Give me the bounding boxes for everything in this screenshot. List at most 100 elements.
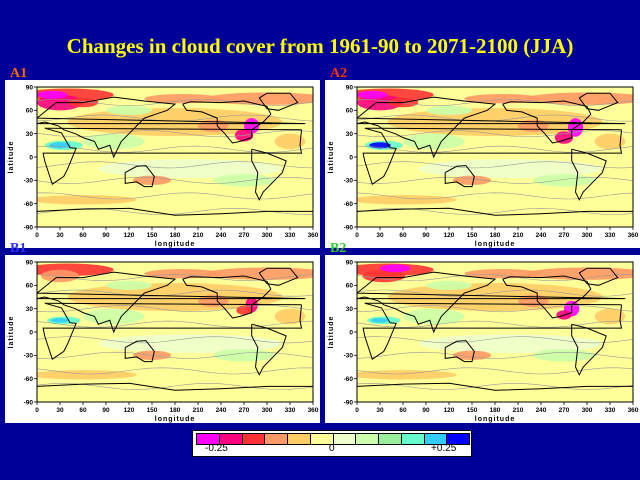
y-tick-label: 60: [26, 108, 34, 115]
cloud-cover-map-b1: 0 30 60 90 120 150 180 210 240 270 300 330 360906030…: [8, 259, 319, 423]
y-tick-label: -60: [344, 201, 354, 208]
x-tick-label: 330: [605, 232, 616, 239]
x-tick-label: 0: [35, 407, 39, 414]
y-axis-label: latitude: [8, 316, 15, 349]
x-tick-label: 180: [490, 407, 501, 414]
x-tick-label: 270: [239, 232, 250, 239]
map-panel-a1: A1 0 30 60 90 120 150 180 210 240 270 300 330 360 90 6…: [5, 66, 320, 248]
x-tick-label: 90: [422, 232, 430, 239]
legend-swatch: [265, 434, 288, 444]
legend-swatch: [356, 434, 379, 444]
x-tick-label: 60: [399, 232, 407, 239]
x-tick-label: 30: [376, 407, 384, 414]
y-tick-label: 60: [346, 108, 354, 115]
y-tick-label: 30: [26, 131, 34, 138]
map-panel-a2: A2 0 30 60 90 120 150 180 210 240 270 300 330 360 90 6…: [325, 66, 640, 248]
page-title: Changes in cloud cover from 1961-90 to 2…: [66, 34, 574, 58]
x-tick-label: 150: [147, 232, 158, 239]
x-tick-label: 270: [559, 407, 570, 414]
x-tick-label: 300: [582, 232, 593, 239]
x-tick-label: 210: [193, 232, 204, 239]
x-tick-label: 360: [308, 232, 319, 239]
x-tick-label: 90: [422, 407, 430, 414]
panel-label-a1: A1: [10, 66, 28, 81]
x-tick-label: 210: [513, 407, 524, 414]
x-tick-label: 90: [102, 407, 110, 414]
x-axis-label: longitude: [155, 416, 196, 423]
legend-color-bar: [196, 433, 470, 445]
x-tick-label: 240: [216, 232, 227, 239]
y-tick-label: 90: [26, 259, 34, 266]
panel-label-b1: B1: [10, 241, 27, 256]
y-tick-label: 30: [346, 306, 354, 313]
y-tick-label: -90: [344, 224, 354, 231]
x-tick-label: 300: [582, 407, 593, 414]
x-tick-label: 150: [147, 407, 158, 414]
x-tick-label: 60: [79, 407, 87, 414]
x-tick-label: 0: [355, 407, 359, 414]
x-tick-label: 180: [490, 232, 501, 239]
x-tick-label: 300: [262, 232, 273, 239]
y-tick-label: 0: [29, 154, 33, 161]
x-axis-label: longitude: [475, 241, 516, 248]
x-tick-label: 360: [628, 232, 639, 239]
x-tick-label: 270: [239, 407, 250, 414]
legend-min-label: -0.25: [205, 443, 228, 454]
x-tick-label: 360: [308, 407, 319, 414]
y-tick-label: -30: [344, 178, 354, 185]
y-tick-label: 90: [346, 259, 354, 266]
legend-swatch: [242, 434, 266, 444]
y-tick-label: 0: [349, 329, 353, 336]
legend-max-label: +0.25: [431, 443, 457, 454]
legend-swatch: [310, 434, 334, 444]
legend-swatch: [197, 434, 220, 444]
x-tick-label: 30: [376, 232, 384, 239]
x-tick-label: 330: [285, 407, 296, 414]
x-tick-label: 0: [35, 232, 39, 239]
y-tick-label: 30: [26, 306, 34, 313]
y-axis-label: latitude: [328, 141, 335, 174]
x-tick-label: 330: [285, 232, 296, 239]
y-tick-label: 0: [349, 154, 353, 161]
y-tick-label: -90: [344, 399, 354, 406]
y-tick-label: -60: [24, 376, 34, 383]
x-tick-label: 120: [444, 232, 455, 239]
y-tick-label: 60: [346, 283, 354, 290]
x-tick-label: 180: [170, 232, 181, 239]
x-tick-label: 240: [536, 407, 547, 414]
legend-swatch: [424, 434, 448, 444]
x-tick-label: 120: [124, 407, 135, 414]
x-tick-label: 120: [444, 407, 455, 414]
x-tick-label: 210: [193, 407, 204, 414]
cloud-cover-map-a2: 0 30 60 90 120 150 180 210 240 270 300 330 360906030…: [328, 84, 639, 248]
y-tick-label: 0: [29, 329, 33, 336]
x-tick-label: 270: [559, 232, 570, 239]
cloud-cover-map-b2: 0 30 60 90 120 150 180 210 240 270 300 330 360906030…: [328, 259, 639, 423]
legend-swatch: [401, 434, 425, 444]
panel-label-a2: A2: [330, 66, 348, 81]
x-tick-label: 240: [216, 407, 227, 414]
y-tick-label: 60: [26, 283, 34, 290]
y-tick-label: -30: [24, 178, 34, 185]
y-tick-label: 90: [26, 84, 34, 91]
x-tick-label: 300: [262, 407, 273, 414]
legend-mid-label: 0: [329, 443, 335, 454]
x-tick-label: 90: [102, 232, 110, 239]
color-legend: -0.25 0 +0.25: [192, 430, 472, 457]
y-tick-label: -30: [344, 353, 354, 360]
y-tick-label: -30: [24, 353, 34, 360]
x-tick-label: 30: [56, 232, 64, 239]
y-tick-label: -90: [24, 399, 34, 406]
x-axis-label: longitude: [155, 241, 196, 248]
map-panel-b1: B1 0 30 60 90 120 150 180 210 240 270 300 330 360 90 6…: [5, 241, 320, 423]
x-tick-label: 60: [79, 232, 87, 239]
y-tick-label: -60: [344, 376, 354, 383]
y-axis-label: latitude: [328, 316, 335, 349]
x-tick-label: 210: [513, 232, 524, 239]
x-tick-label: 120: [124, 232, 135, 239]
legend-swatch: [379, 434, 402, 444]
panel-label-b2: B2: [330, 241, 347, 256]
legend-swatch: [447, 434, 469, 444]
x-tick-label: 180: [170, 407, 181, 414]
x-tick-label: 360: [628, 407, 639, 414]
